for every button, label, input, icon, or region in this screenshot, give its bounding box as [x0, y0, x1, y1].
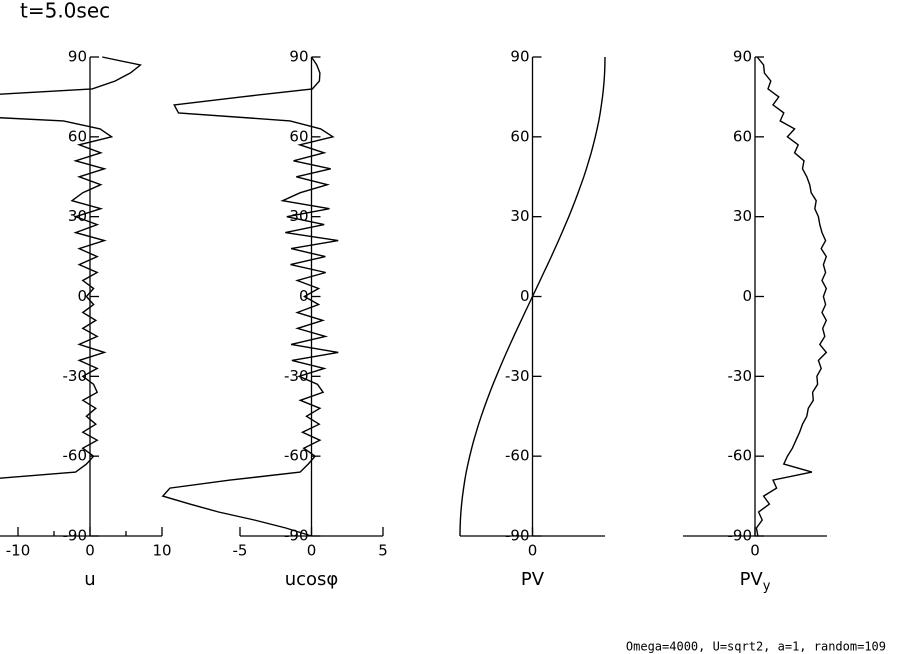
y-tick-label: -30 — [728, 367, 753, 385]
y-tick-label: -30 — [284, 367, 309, 385]
footer: Omega=4000, U=sqrt2, a=1, random=109 — [626, 640, 886, 654]
y-tick-label: 0 — [77, 287, 87, 305]
x-tick-label: -5 — [233, 542, 248, 560]
y-tick-label: 0 — [299, 287, 309, 305]
x-tick-label: 0 — [307, 542, 317, 560]
x-axis-label: ucosφ — [285, 569, 339, 590]
x-tick-label: 5 — [378, 542, 388, 560]
x-tick-label: 0 — [750, 542, 760, 560]
x-tick-label: -10 — [6, 542, 31, 560]
x-axis-label: PVy — [740, 569, 771, 594]
y-tick-label: -60 — [505, 447, 530, 465]
y-tick-label: -60 — [284, 447, 309, 465]
x-axis-label-text: u — [84, 569, 95, 590]
x-axis-label-text: ucosφ — [285, 569, 339, 590]
y-tick-label: 60 — [510, 127, 529, 145]
x-tick-label: 10 — [152, 542, 171, 560]
y-tick-label: 30 — [733, 207, 752, 225]
y-tick-label: 60 — [289, 127, 308, 145]
y-tick-label: 90 — [733, 48, 752, 66]
x-axis-label-text: PV — [521, 569, 545, 590]
y-tick-label: -90 — [728, 527, 753, 545]
x-tick-label: 0 — [85, 542, 95, 560]
y-tick-label: 60 — [733, 127, 752, 145]
y-tick-label: -90 — [63, 527, 88, 545]
y-tick-label: -90 — [505, 527, 530, 545]
x-axis-label-sub: y — [763, 579, 771, 594]
y-tick-label: -60 — [63, 447, 88, 465]
data-line — [0, 56, 143, 479]
y-tick-label: -30 — [63, 367, 88, 385]
data-line — [755, 56, 828, 537]
x-axis-label: PV — [521, 569, 545, 590]
y-tick-label: -60 — [728, 447, 753, 465]
x-axis-label: u — [84, 569, 95, 590]
y-tick-label: -90 — [284, 527, 309, 545]
y-tick-label: 0 — [742, 287, 752, 305]
y-tick-label: 90 — [289, 48, 308, 66]
x-axis-label-text: PV — [740, 569, 764, 590]
y-tick-label: 60 — [68, 127, 87, 145]
y-tick-label: 0 — [520, 287, 530, 305]
y-tick-label: -30 — [505, 367, 530, 385]
chart-title: t=5.0sec — [20, 0, 110, 23]
data-line — [161, 56, 339, 537]
y-tick-label: 90 — [510, 48, 529, 66]
data-line — [459, 56, 606, 537]
x-tick-label: 0 — [528, 542, 538, 560]
y-tick-label: 30 — [510, 207, 529, 225]
y-tick-label: 90 — [68, 48, 87, 66]
